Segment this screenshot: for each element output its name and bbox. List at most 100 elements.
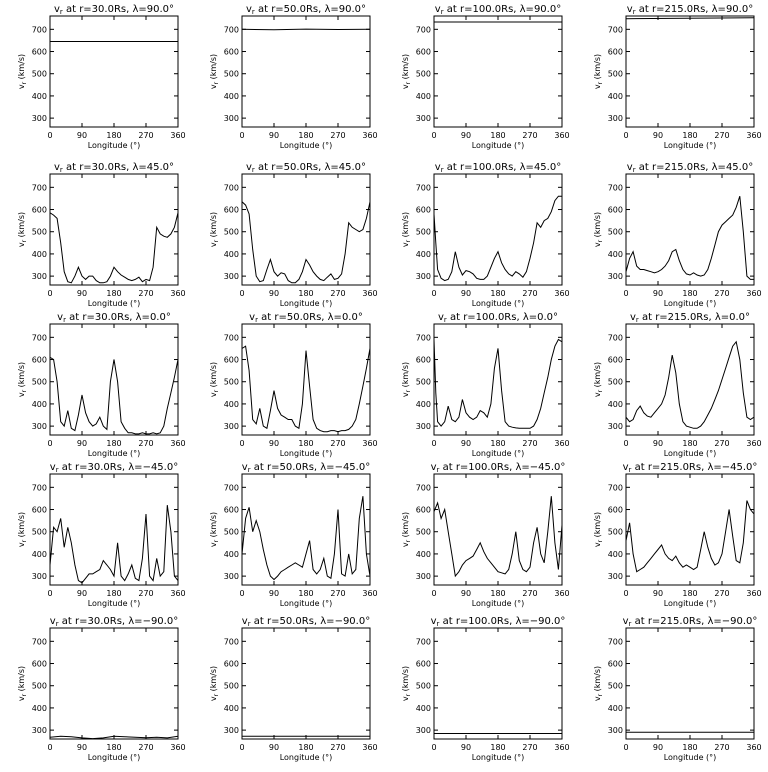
ylabel-v: v xyxy=(209,84,218,89)
title-v: v xyxy=(438,312,444,323)
y-tick-label: 300 xyxy=(224,114,239,123)
title-v: v xyxy=(431,616,437,627)
title-radius: r=30.0Rs, xyxy=(79,162,132,173)
series-line xyxy=(242,201,370,284)
title-latitude: λ=45.0° xyxy=(520,162,562,173)
ylabel-units: (km/s) xyxy=(401,666,410,694)
x-tick-label: 180 xyxy=(298,743,313,752)
y-tick-label: 300 xyxy=(224,272,239,281)
title-radius: r=50.0Rs, xyxy=(271,162,324,173)
title-at: at xyxy=(59,616,75,627)
chart-panel: vr at r=100.0Rs, λ=−90.0°0 90 180 270 360300… xyxy=(401,616,570,762)
title-v: v xyxy=(431,462,437,473)
title-at: at xyxy=(631,616,647,627)
chart-panel: vr at r=215.0Rs, λ=−90.0°0 90 180 270 360300… xyxy=(593,616,762,762)
x-tick-label: 180 xyxy=(490,439,505,448)
x-tick-label: 90 xyxy=(269,289,279,298)
x-tick-label: 0 xyxy=(47,589,52,598)
y-tick-label: 500 xyxy=(608,528,623,537)
ylabel-sub: r xyxy=(213,539,220,542)
title-radius: r=100.0Rs, xyxy=(460,162,520,173)
x-tick-label: 270 xyxy=(714,589,729,598)
y-axis-label: vr (km/s) xyxy=(401,212,412,247)
plot-frame xyxy=(433,173,563,286)
ylabel-units: (km/s) xyxy=(17,512,26,540)
y-tick-label: 500 xyxy=(416,528,431,537)
title-radius: r=30.0Rs, xyxy=(75,462,128,473)
title-radius: r=50.0Rs, xyxy=(271,4,324,15)
chart-title: vr at r=215.0Rs, λ=0.0° xyxy=(630,312,750,324)
title-sub: r xyxy=(444,316,447,324)
x-tick-label: 0 xyxy=(47,743,52,752)
chart-panel: vr at r=30.0Rs, λ=90.0°0 90 180 270 36030040… xyxy=(17,4,186,150)
title-at: at xyxy=(444,162,460,173)
title-radius: r=100.0Rs, xyxy=(456,462,516,473)
x-tick-label: 180 xyxy=(106,743,121,752)
title-v: v xyxy=(54,162,60,173)
x-tick-label: 180 xyxy=(106,289,121,298)
y-tick-label: 400 xyxy=(416,250,431,259)
ylabel-units: (km/s) xyxy=(593,54,602,82)
chart-panel: vr at r=50.0Rs, λ=90.0°0 90 180 270 36030040… xyxy=(209,4,378,150)
y-tick-label: 300 xyxy=(224,726,239,735)
ylabel-units: (km/s) xyxy=(17,362,26,390)
x-axis-label: Longitude (°) xyxy=(664,141,717,150)
y-axis-label: vr (km/s) xyxy=(593,54,604,89)
x-tick-label: 270 xyxy=(330,589,345,598)
title-latitude: λ=−90.0° xyxy=(707,616,757,627)
y-tick-label: 700 xyxy=(224,483,239,492)
chart-title: vr at r=50.0Rs, λ=−90.0° xyxy=(242,616,370,628)
ylabel-sub: r xyxy=(21,693,28,696)
series-line xyxy=(434,195,562,282)
y-tick-label: 600 xyxy=(224,356,239,365)
y-tick-label: 700 xyxy=(224,333,239,342)
title-at: at xyxy=(439,616,455,627)
ylabel-sub: r xyxy=(213,693,220,696)
y-tick-label: 600 xyxy=(224,48,239,57)
x-tick-label: 0 xyxy=(239,131,244,140)
series-line xyxy=(626,500,754,573)
chart-panel: vr at r=50.0Rs, λ=−45.0°0 90 180 270 3603004… xyxy=(209,462,378,608)
title-latitude: λ=0.0° xyxy=(136,312,171,323)
series-line xyxy=(242,496,370,581)
y-tick-label: 400 xyxy=(32,704,47,713)
title-latitude: λ=90.0° xyxy=(712,4,754,15)
chart-title: vr at r=100.0Rs, λ=−90.0° xyxy=(431,616,566,628)
x-axis-label: Longitude (°) xyxy=(280,141,333,150)
x-tick-label: 0 xyxy=(431,743,436,752)
ylabel-sub: r xyxy=(405,539,412,542)
x-tick-label: 360 xyxy=(746,289,761,298)
x-axis-label: Longitude (°) xyxy=(664,753,717,762)
title-latitude: λ=−90.0° xyxy=(320,616,370,627)
x-tick-label: 360 xyxy=(554,131,569,140)
ylabel-v: v xyxy=(401,696,410,701)
title-at: at xyxy=(63,4,79,15)
title-radius: r=215.0Rs, xyxy=(648,462,708,473)
title-latitude: λ=45.0° xyxy=(324,162,366,173)
ylabel-sub: r xyxy=(213,239,220,242)
x-tick-label: 0 xyxy=(239,743,244,752)
y-tick-label: 500 xyxy=(224,682,239,691)
title-v: v xyxy=(435,4,441,15)
x-tick-label: 360 xyxy=(362,589,377,598)
x-tick-label: 90 xyxy=(653,289,663,298)
x-tick-label: 90 xyxy=(653,743,663,752)
x-tick-label: 90 xyxy=(461,743,471,752)
y-tick-label: 700 xyxy=(32,183,47,192)
y-tick-label: 700 xyxy=(32,637,47,646)
ylabel-units: (km/s) xyxy=(401,212,410,240)
title-radius: r=100.0Rs, xyxy=(456,616,516,627)
y-tick-label: 600 xyxy=(416,48,431,57)
ylabel-v: v xyxy=(401,392,410,397)
y-tick-label: 300 xyxy=(608,114,623,123)
x-tick-label: 270 xyxy=(522,439,537,448)
title-sub: r xyxy=(252,8,255,16)
title-at: at xyxy=(255,162,271,173)
x-tick-label: 0 xyxy=(239,439,244,448)
title-at: at xyxy=(444,4,460,15)
x-tick-label: 270 xyxy=(138,289,153,298)
y-axis-label: vr (km/s) xyxy=(17,512,28,547)
title-radius: r=50.0Rs, xyxy=(274,312,327,323)
ylabel-v: v xyxy=(209,242,218,247)
title-at: at xyxy=(631,462,647,473)
